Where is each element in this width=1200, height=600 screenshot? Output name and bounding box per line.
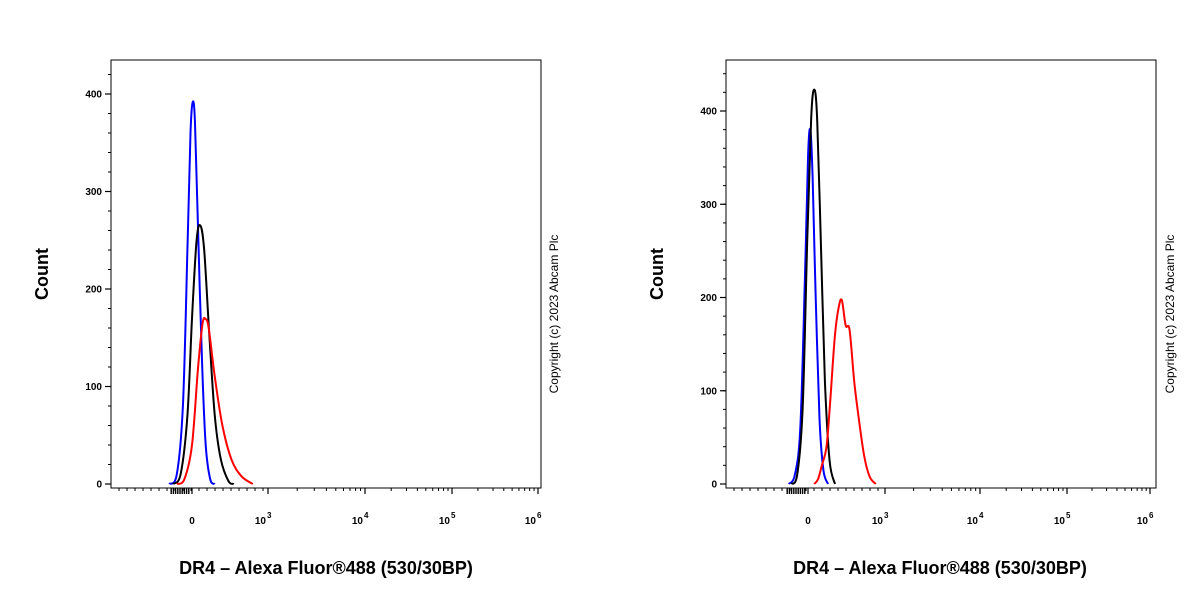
x-tick-label-base: 10: [872, 516, 884, 527]
x-tick-label-exponent: 5: [451, 511, 456, 520]
x-tick-label-base: 10: [1137, 516, 1149, 527]
y-tick-label: 400: [700, 107, 717, 118]
x-axis-title: DR4 – Alexa Fluor®488 (530/30BP): [179, 558, 473, 578]
copyright-notice: Copyright (c) 2023 Abcam Plc: [1163, 235, 1177, 394]
x-tick-label-base: 10: [1054, 516, 1066, 527]
histogram-series-1: [790, 88, 836, 485]
histogram-series-2: [813, 298, 877, 485]
y-tick-label: 200: [85, 285, 102, 296]
histogram-series-2: [176, 316, 254, 485]
y-tick-label: 300: [85, 187, 102, 198]
y-tick-label: 400: [85, 90, 102, 101]
x-tick-label-base: 10: [525, 516, 537, 527]
y-axis-title: Count: [32, 248, 52, 300]
x-tick-label-exponent: 4: [364, 511, 369, 520]
y-tick-label: 100: [700, 386, 717, 397]
y-tick-label: 0: [711, 480, 717, 491]
histogram-series-1: [172, 224, 235, 485]
x-tick-label-exponent: 5: [1066, 511, 1071, 520]
y-tick-label: 0: [96, 480, 102, 491]
x-tick-label-base: 10: [967, 516, 979, 527]
x-tick-label-exponent: 3: [884, 511, 889, 520]
x-tick-label: 0: [189, 516, 195, 527]
plot-frame: [110, 59, 542, 489]
y-tick-label: 300: [700, 200, 717, 211]
y-axis-title: Count: [647, 248, 667, 300]
plot-frame: [725, 59, 1157, 489]
histogram-series-0: [168, 100, 216, 485]
x-tick-label-exponent: 3: [267, 511, 272, 520]
x-tick-label-exponent: 4: [979, 511, 984, 520]
x-tick-label: 0: [805, 516, 811, 527]
x-tick-label-exponent: 6: [1149, 511, 1154, 520]
x-tick-label-base: 10: [352, 516, 364, 527]
x-tick-label-base: 10: [255, 516, 267, 527]
x-tick-label-base: 10: [439, 516, 451, 527]
y-tick-label: 100: [85, 382, 102, 393]
copyright-notice: Copyright (c) 2023 Abcam Plc: [547, 235, 561, 394]
x-axis-title: DR4 – Alexa Fluor®488 (530/30BP): [793, 558, 1087, 578]
x-tick-label-exponent: 6: [537, 511, 542, 520]
y-tick-label: 200: [700, 293, 717, 304]
